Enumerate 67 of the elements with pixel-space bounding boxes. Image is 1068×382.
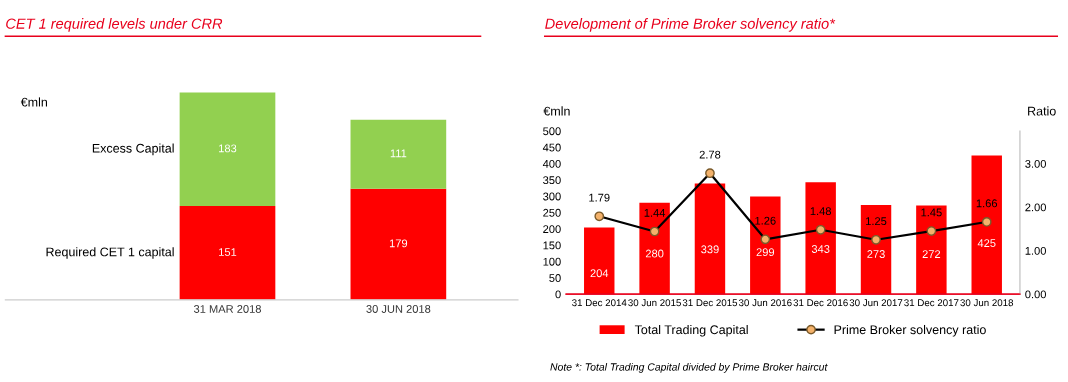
chart-title: Development of Prime Broker solvency ratio* (545, 18, 836, 32)
y2-axis-title: Ratio (1028, 106, 1056, 116)
y2-tick-label: 2.00 (1025, 203, 1046, 212)
y-tick-label: 100 (543, 257, 561, 266)
data-label: 111 (390, 149, 407, 158)
y-tick-label: 200 (543, 225, 561, 234)
data-label: 2.78 (699, 150, 721, 159)
bar (639, 202, 670, 295)
data-label: 272 (922, 250, 941, 258)
y2-tick-label: 1.00 (1025, 246, 1046, 255)
x-tick-label: 31 Dec 2017 (904, 299, 959, 307)
y-tick-label: 0 (555, 290, 561, 299)
bar (350, 119, 447, 189)
x-tick-label: 31 MAR 2018 (193, 305, 261, 313)
data-label: 1.45 (921, 208, 942, 217)
data-label: 151 (219, 248, 237, 256)
x-tick-label: 30 Jun 2016 (738, 299, 792, 307)
y-axis-title: €mln (543, 106, 570, 116)
x-tick-label: 31 Dec 2015 (682, 299, 738, 307)
y-tick-label: 400 (542, 159, 561, 168)
bar (350, 188, 447, 300)
x-tick-label: 30 Jun 2018 (960, 299, 1014, 307)
data-label: 1.44 (644, 209, 666, 217)
bar (179, 206, 276, 300)
bar (805, 182, 836, 295)
data-label: 204 (590, 269, 609, 278)
bar (179, 92, 276, 207)
data-label: 1.79 (589, 193, 610, 202)
data-label: 183 (219, 144, 237, 153)
bar (860, 205, 892, 295)
y2-tick-label: 0.00 (1025, 290, 1046, 299)
x-tick-label: 31 Dec 2014 (572, 299, 627, 307)
data-label: 1.48 (810, 207, 831, 216)
y-tick-label: 250 (543, 208, 561, 217)
data-label: 299 (756, 248, 775, 257)
data-label: 273 (867, 250, 885, 258)
data-label: 179 (389, 239, 408, 248)
data-label: 1.26 (755, 216, 776, 225)
bar (694, 183, 726, 295)
y-tick-label: 450 (542, 143, 561, 152)
data-label: 343 (811, 245, 830, 253)
chart-title: CET 1 required levels under CRR (6, 18, 223, 32)
x-tick-label: 30 Jun 2015 (628, 299, 681, 307)
y2-tick-label: 3.00 (1025, 159, 1046, 168)
legend-label: Total Trading Capital (634, 324, 748, 337)
y-tick-label: 300 (543, 192, 561, 201)
y-tick-label: 350 (543, 176, 561, 185)
data-label: 339 (701, 245, 719, 254)
data-label: 425 (977, 239, 996, 248)
bar (584, 227, 615, 295)
text: Note *: Total Trading Capital divided by Prime Broker haircut (550, 362, 828, 373)
data-label: 280 (645, 249, 664, 258)
series-label: Required CET 1 capital (46, 247, 174, 259)
data-label: 1.66 (976, 199, 998, 208)
legend-label: Prime Broker solvency ratio (834, 324, 986, 337)
y-tick-label: 150 (543, 241, 561, 250)
y-axis-title: €mln (20, 97, 47, 107)
bar (750, 196, 781, 295)
y-tick-label: 500 (543, 127, 561, 136)
x-tick-label: 30 Jun 2017 (849, 299, 903, 307)
x-tick-label: 31 Dec 2016 (793, 299, 848, 307)
series-label: Excess Capital (92, 143, 174, 156)
y-tick-label: 50 (549, 274, 561, 282)
data-label: 1.25 (866, 217, 887, 226)
bar (971, 155, 1002, 295)
bar (916, 205, 947, 295)
x-tick-label: 30 JUN 2018 (366, 305, 431, 313)
